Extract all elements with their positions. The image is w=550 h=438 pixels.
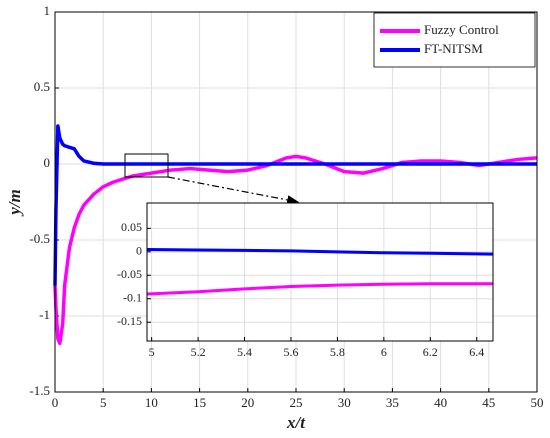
y-axis-label: y/m [5,189,24,217]
series-line [146,247,494,256]
y-tick-label: -1 [39,307,50,322]
x-tick-label: 5.8 [330,345,345,359]
y-tick-label: 0.05 [121,220,142,234]
x-tick-label: 6 [381,345,387,359]
y-tick-label: 0 [136,244,142,258]
x-tick-label: 6.2 [423,345,438,359]
x-tick-label: 5.2 [191,345,206,359]
x-tick-label: 40 [434,395,447,410]
zoom-arrow [167,176,300,205]
y-tick-label: 1 [44,3,51,18]
y-tick-label: -0.5 [29,231,50,246]
x-tick-label: 15 [193,395,206,410]
legend-label: Fuzzy Control [424,22,499,37]
plot-frame [54,11,538,393]
y-tick-label: -0.15 [117,314,142,328]
legend-label: FT-NITSM [424,41,483,56]
x-tick-label: 5.6 [283,345,298,359]
x-tick-label: 45 [482,395,495,410]
x-tick-label: 25 [290,395,303,410]
x-tick-label: 10 [145,395,158,410]
x-tick-label: 5 [149,345,155,359]
y-tick-label: -0.05 [117,267,142,281]
inset-plot: 5 5.2 5.4 5.6 5.8 6 6.2 6.4 -0.15 -0.1 -0.05 0 0.05 [117,202,494,359]
x-axis-label: x/t [286,413,306,432]
x-tick-label: 5 [100,395,107,410]
x-tick-label: 50 [531,395,544,410]
x-tick-label: 6.4 [469,345,484,359]
series-line [53,124,537,286]
x-tick-label: 5.4 [237,345,252,359]
y-tick-label: 0.5 [34,79,50,94]
zoom-box [124,153,169,178]
y-tick-label: 0 [44,155,51,170]
y-tick-label: -0.1 [123,291,142,305]
plot-frame [146,202,494,342]
x-tick-label: 35 [386,395,399,410]
y-tick-label: -1.5 [29,383,50,398]
x-tick-label: 0 [52,395,59,410]
x-tick-label: 30 [338,395,351,410]
legend-box [373,12,536,68]
plot-background [147,203,493,341]
series-line [146,282,493,296]
series-line [53,154,538,346]
x-tick-label: 20 [241,395,254,410]
